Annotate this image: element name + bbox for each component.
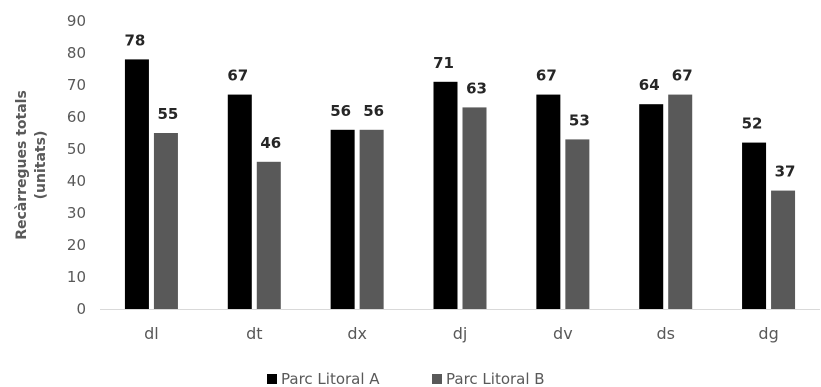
x-axis-labels: dl dt dx dj dv ds dg xyxy=(144,324,779,343)
legend-label: Parc Litoral A xyxy=(281,370,380,387)
data-label: 37 xyxy=(775,163,796,181)
data-label: 64 xyxy=(639,76,660,94)
bar-series-a-ds xyxy=(639,104,664,309)
x-tick-label: dv xyxy=(553,324,573,343)
y-axis-title-line-1: Recàrregues totals xyxy=(14,90,30,240)
data-label: 67 xyxy=(227,67,248,85)
y-tick-label: 20 xyxy=(67,236,86,254)
y-tick-label: 60 xyxy=(67,108,86,126)
data-labels: 78 55 67 46 56 56 71 63 67 53 64 67 52 37 xyxy=(124,31,795,180)
data-label: 46 xyxy=(260,134,281,152)
x-tick-label: dl xyxy=(144,324,159,343)
data-label: 67 xyxy=(536,67,557,85)
bars xyxy=(124,59,796,310)
bar-series-b-ds xyxy=(668,94,693,309)
y-tick-label: 70 xyxy=(67,76,86,94)
bar-series-a-dg xyxy=(742,142,767,309)
data-label: 71 xyxy=(433,54,454,72)
bar-series-b-dv xyxy=(565,139,590,309)
y-tick-label: 80 xyxy=(67,44,86,62)
data-label: 56 xyxy=(363,102,384,120)
y-axis-title: Recàrregues totals (unitats) xyxy=(14,90,49,240)
y-tick-label: 90 xyxy=(67,12,86,30)
bar-series-b-dj xyxy=(462,107,487,310)
bar-series-a-dx xyxy=(330,129,355,309)
data-label: 63 xyxy=(466,79,487,97)
x-tick-label: dg xyxy=(758,324,778,343)
x-tick-label: dj xyxy=(453,324,468,343)
bar-series-b-dt xyxy=(256,161,281,309)
data-label: 53 xyxy=(569,111,590,129)
bar-series-a-dv xyxy=(536,94,561,309)
y-axis-title-line-2: (unitats) xyxy=(33,131,49,200)
legend-swatch xyxy=(267,374,277,384)
legend-label: Parc Litoral B xyxy=(446,370,545,387)
bar-series-a-dt xyxy=(227,94,252,309)
y-tick-label: 30 xyxy=(67,204,86,222)
bar-series-b-dg xyxy=(771,190,796,309)
x-tick-label: dx xyxy=(347,324,367,343)
data-label: 56 xyxy=(330,102,351,120)
data-label: 67 xyxy=(672,67,693,85)
x-tick-label: dt xyxy=(246,324,262,343)
y-tick-label: 40 xyxy=(67,172,86,190)
y-tick-label: 0 xyxy=(76,300,86,318)
bar-series-b-dx xyxy=(359,129,384,309)
data-label: 55 xyxy=(157,105,178,123)
data-label: 52 xyxy=(742,115,763,133)
legend-swatch xyxy=(432,374,442,384)
y-axis-ticks: 0 10 20 30 40 50 60 70 80 90 xyxy=(67,12,86,318)
x-tick-label: ds xyxy=(656,324,675,343)
y-tick-label: 50 xyxy=(67,140,86,158)
y-tick-label: 10 xyxy=(67,268,86,286)
data-label: 78 xyxy=(124,31,145,49)
bar-series-a-dl xyxy=(124,59,149,310)
legend: Parc Litoral A Parc Litoral B xyxy=(267,370,545,387)
bar-series-b-dl xyxy=(153,133,178,309)
bar-series-a-dj xyxy=(433,81,458,309)
